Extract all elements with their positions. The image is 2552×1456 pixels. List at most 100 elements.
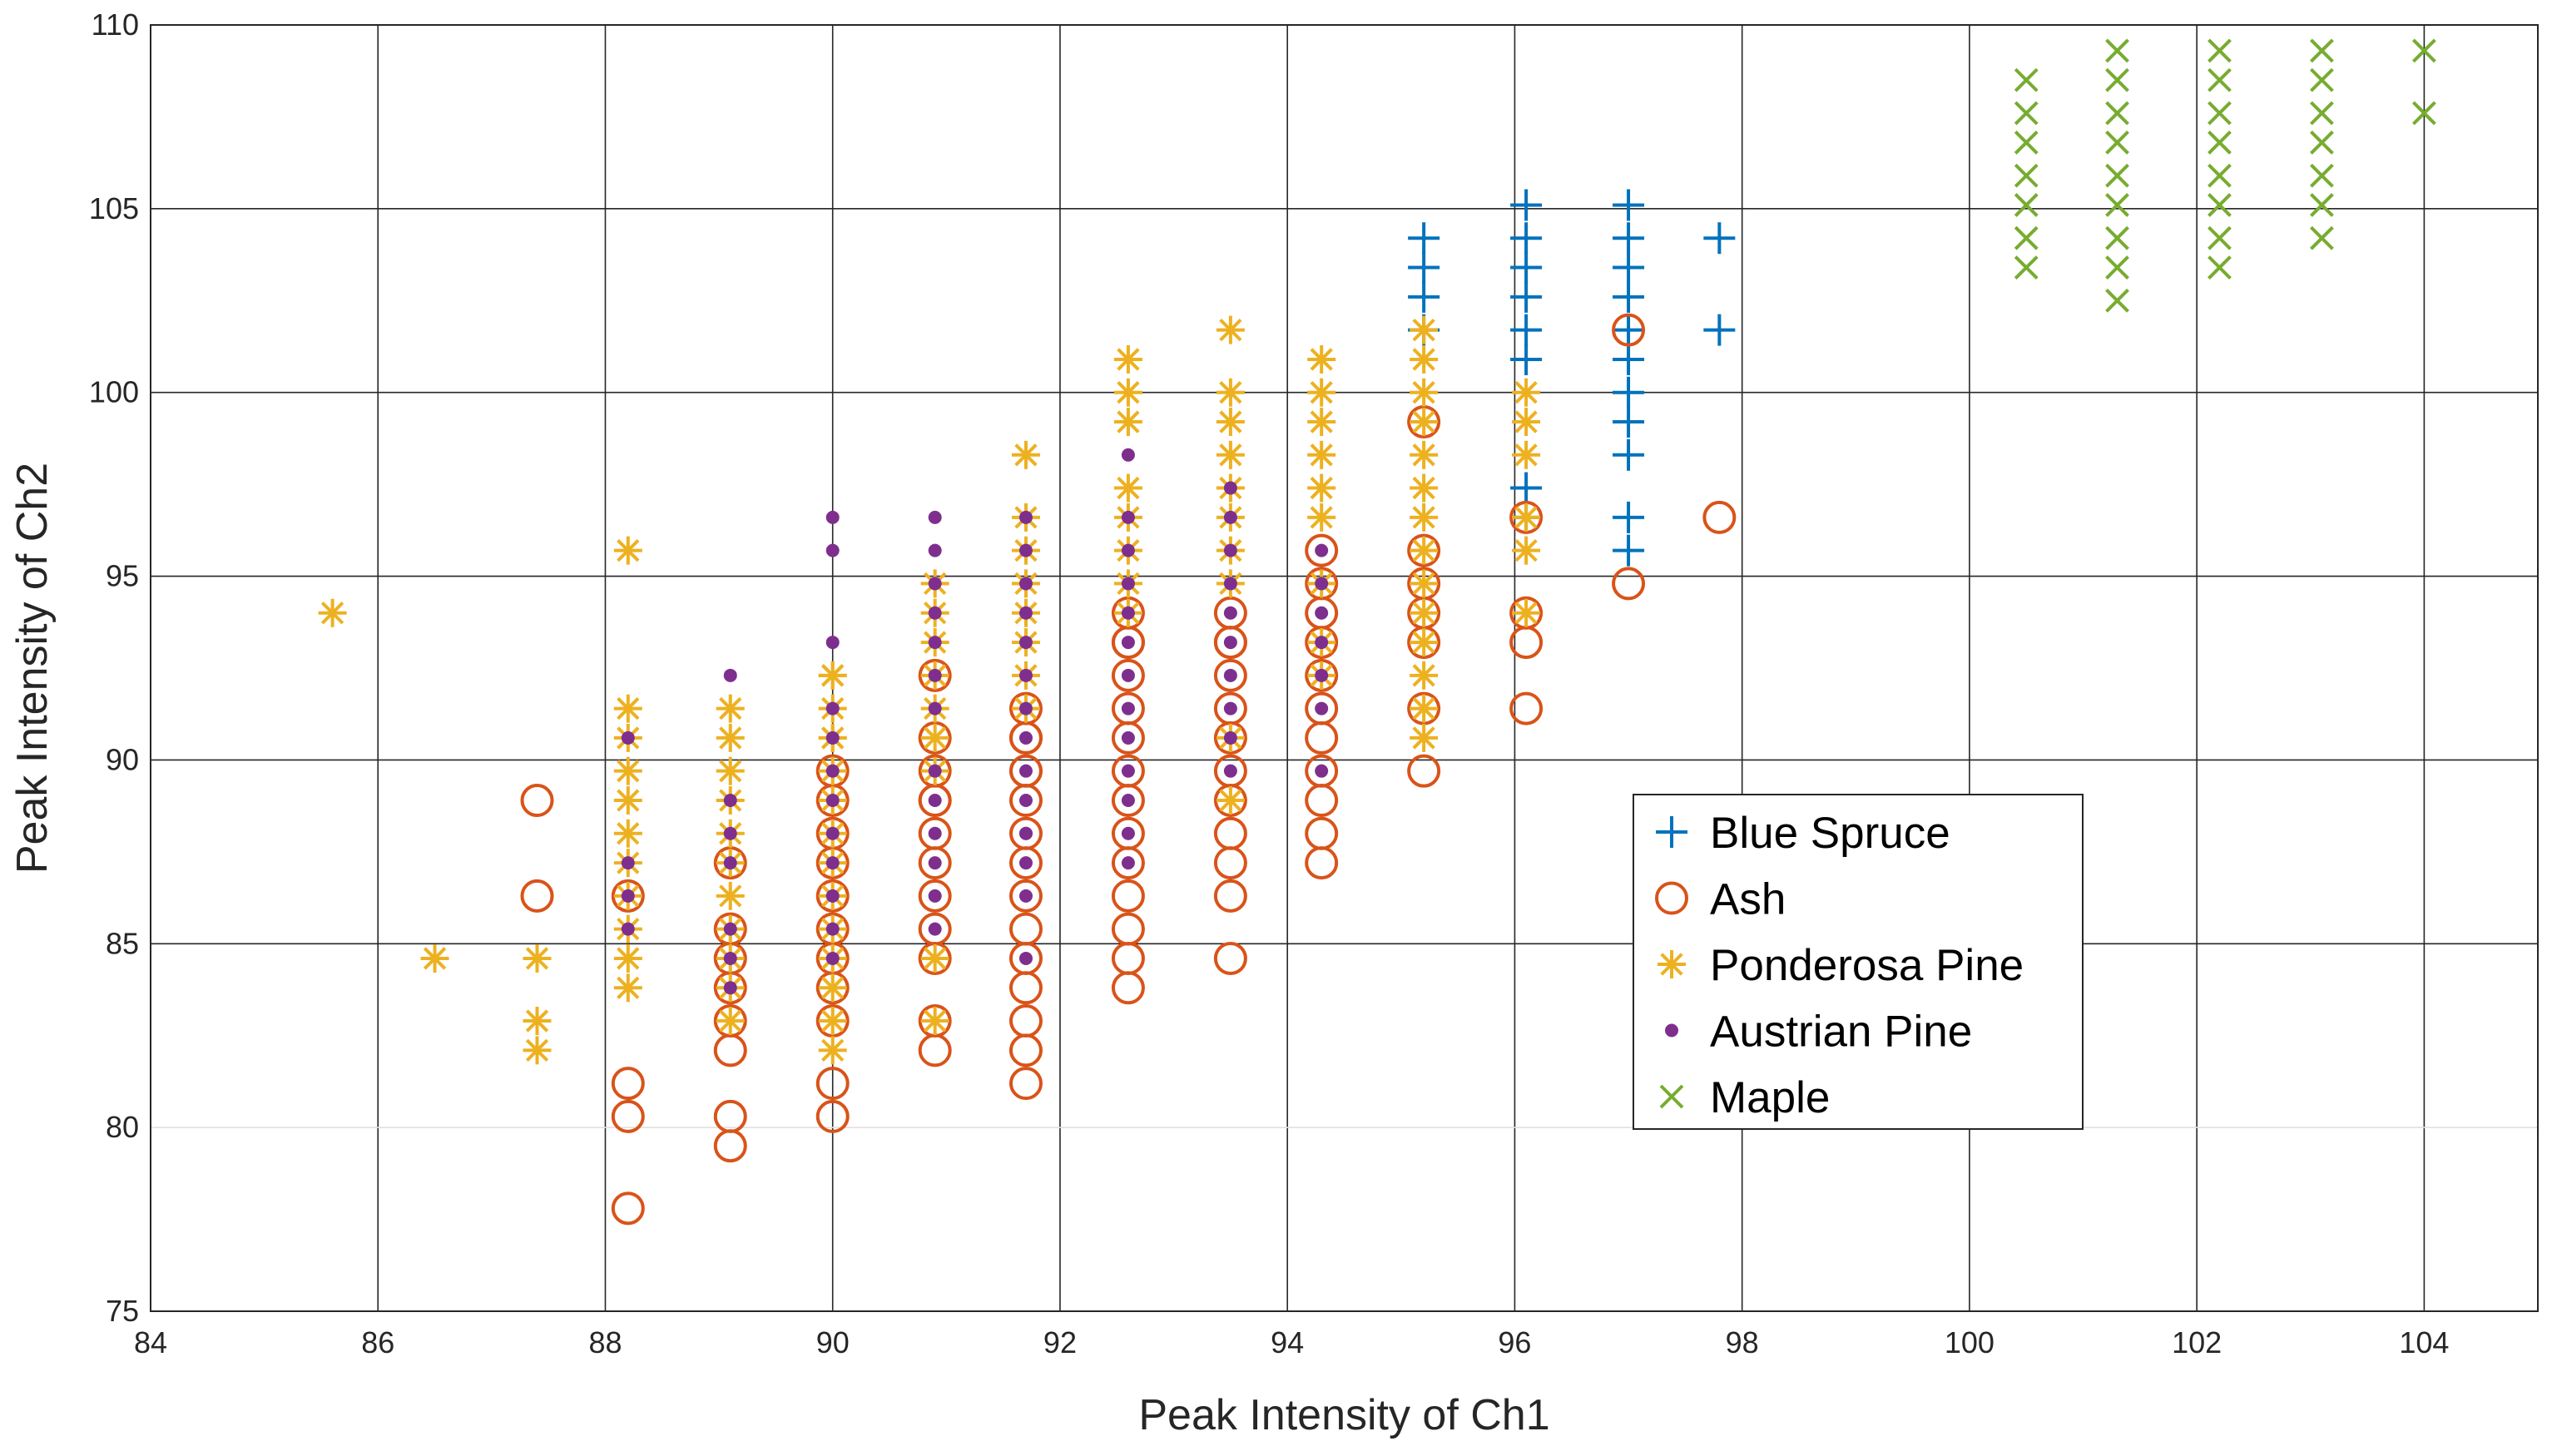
legend-entry: Blue Spruce	[1656, 809, 1950, 858]
data-point	[713, 1033, 747, 1067]
x-tick-label: 100	[1945, 1325, 1995, 1359]
data-point	[716, 723, 745, 752]
data-point	[825, 826, 840, 840]
data-point	[613, 536, 642, 565]
data-point	[2014, 225, 2039, 250]
data-point	[928, 510, 942, 524]
data-point	[1315, 636, 1329, 650]
data-point	[1307, 408, 1336, 437]
data-point	[1410, 694, 1439, 723]
data-point	[1008, 1067, 1043, 1101]
data-point	[1113, 408, 1142, 437]
data-point	[523, 1007, 552, 1036]
data-point	[613, 756, 642, 785]
data-point	[1703, 222, 1736, 255]
data-point	[1613, 501, 1645, 533]
data-point	[1213, 846, 1247, 880]
data-point	[818, 973, 847, 1003]
data-point	[1223, 543, 1237, 557]
data-point	[723, 922, 737, 936]
data-point	[825, 764, 840, 778]
data-point	[1305, 658, 1339, 692]
data-point	[1018, 889, 1033, 903]
data-point	[611, 1067, 645, 1101]
data-point	[1223, 730, 1237, 745]
x-axis-label: Peak Intensity of Ch1	[1138, 1391, 1549, 1439]
data-point	[1223, 668, 1237, 682]
data-point	[1510, 189, 1543, 221]
data-point	[815, 1099, 850, 1133]
data-point	[2208, 101, 2232, 126]
data-point	[2105, 38, 2129, 63]
data-point	[928, 922, 942, 936]
y-tick-label: 100	[89, 375, 139, 409]
x-tick-label: 104	[2399, 1325, 2449, 1359]
x-tick-label: 88	[588, 1325, 622, 1359]
data-point	[1613, 280, 1645, 313]
data-point	[825, 730, 840, 745]
data-point	[2105, 101, 2129, 126]
data-point	[613, 786, 642, 815]
data-point	[1018, 794, 1033, 808]
data-point	[818, 661, 847, 690]
legend-entries: Blue Spruce Ash Ponderosa Pine Austrian Pin…	[1655, 809, 2024, 1122]
data-point	[1008, 1033, 1043, 1067]
data-point	[818, 1036, 847, 1065]
data-point	[1121, 826, 1135, 840]
x-tick-label: 92	[1043, 1325, 1077, 1359]
data-point	[1121, 701, 1135, 716]
data-point	[1408, 280, 1440, 313]
data-point	[1315, 701, 1329, 716]
data-point	[1223, 701, 1237, 716]
data-point	[1307, 344, 1336, 374]
legend-marker	[1659, 1084, 1684, 1109]
data-point	[815, 1004, 850, 1038]
legend-label: Ash	[1710, 875, 1786, 924]
data-point	[1213, 721, 1247, 755]
data-point	[1113, 344, 1142, 374]
data-point	[1408, 251, 1440, 284]
data-point	[928, 701, 942, 716]
data-point	[815, 1067, 850, 1101]
data-point	[928, 764, 942, 778]
data-point	[613, 973, 642, 1003]
data-point	[1213, 626, 1247, 660]
data-point	[2105, 255, 2129, 280]
data-point	[1008, 846, 1043, 880]
data-point	[713, 1129, 747, 1163]
data-point	[1410, 569, 1439, 598]
data-point	[1613, 438, 1645, 471]
series-ash	[520, 313, 1737, 1226]
data-point	[1509, 691, 1544, 726]
data-point	[713, 971, 747, 1005]
data-point	[1216, 440, 1245, 469]
data-point	[1018, 668, 1033, 682]
data-point	[1008, 971, 1043, 1005]
data-point	[1315, 543, 1329, 557]
data-point	[1018, 606, 1033, 620]
legend: Blue Spruce Ash Ponderosa Pine Austrian Pin…	[1633, 794, 2084, 1130]
x-tick-label: 84	[134, 1325, 167, 1359]
data-point	[1223, 606, 1237, 620]
data-point	[611, 1099, 645, 1133]
data-point	[825, 701, 840, 716]
data-point	[1410, 344, 1439, 374]
data-point	[723, 856, 737, 870]
y-tick-label: 80	[106, 1110, 139, 1144]
data-point	[1018, 951, 1033, 965]
data-point	[1216, 315, 1245, 344]
data-point	[1121, 636, 1135, 650]
data-point	[1408, 222, 1440, 255]
data-point	[825, 510, 840, 524]
data-point	[1703, 314, 1736, 346]
data-point	[523, 943, 552, 973]
data-point	[2105, 67, 2129, 92]
data-point	[1702, 500, 1737, 534]
data-point	[1018, 764, 1033, 778]
data-point	[1018, 701, 1033, 716]
data-point	[1410, 503, 1439, 532]
data-point	[1315, 764, 1329, 778]
data-point	[918, 846, 952, 880]
data-point	[1018, 826, 1033, 840]
data-point	[613, 694, 642, 723]
